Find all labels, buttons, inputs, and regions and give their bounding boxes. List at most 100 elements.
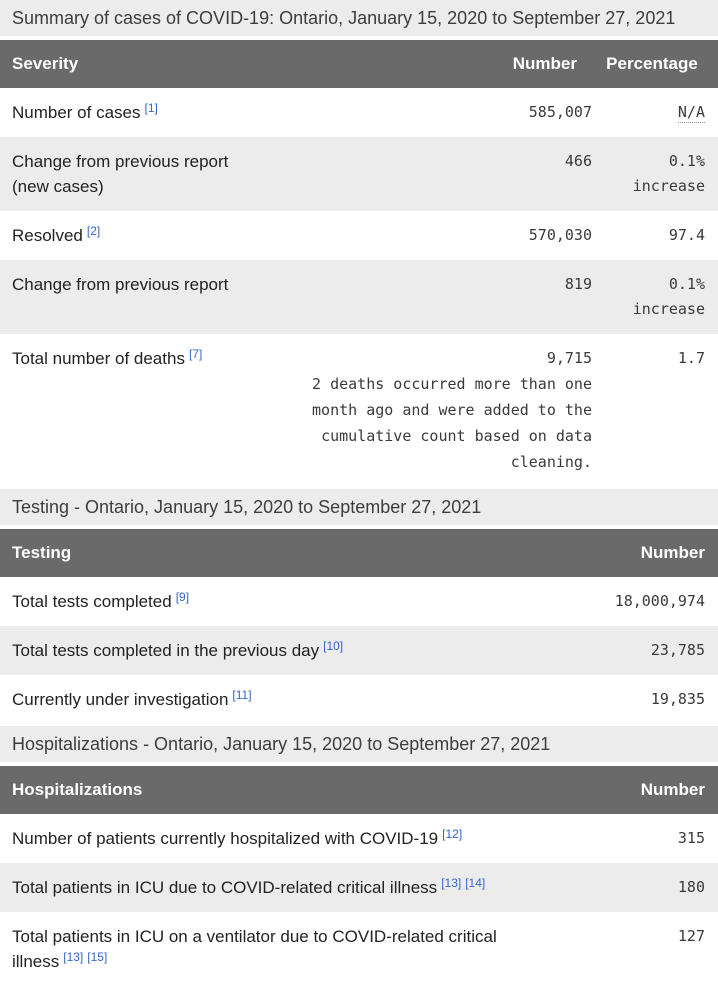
number-value: 180 bbox=[677, 878, 705, 896]
number-cell: 19,835 bbox=[548, 675, 718, 724]
header-row: Hospitalizations Number bbox=[0, 766, 718, 814]
table-row: Change from previous report (new cases) 46… bbox=[0, 137, 718, 211]
label-cell: Total tests completed [9] bbox=[0, 577, 548, 626]
section-title-summary: Summary of cases of COVID-19: Ontario, J… bbox=[0, 0, 718, 36]
percentage-cell: 0.1% increase bbox=[592, 137, 718, 211]
row-label-line: Resolved [2] bbox=[12, 223, 424, 248]
label-cell: Total patients in ICU on a ventilator du… bbox=[0, 912, 548, 986]
percentage-value: increase bbox=[632, 177, 705, 195]
ref-link[interactable]: [10] bbox=[323, 639, 344, 653]
table-row: Total number of deaths [7] 9,715 2 deaths o… bbox=[0, 334, 718, 487]
label-cell: Resolved [2] bbox=[0, 211, 432, 260]
table-row: Total tests completed in the previous da… bbox=[0, 626, 718, 675]
ref-link[interactable]: [12] bbox=[442, 827, 463, 841]
number-value: 18,000,974 bbox=[614, 592, 705, 610]
hospitalizations-table: Hospitalizations Number Number of patients… bbox=[0, 766, 718, 986]
table-row: Total tests completed [9] 18,000,974 bbox=[0, 577, 718, 626]
number-cell: 9,715 2 deaths occurred more than one mont… bbox=[312, 334, 592, 487]
section-testing: Testing - Ontario, January 15, 2020 to S… bbox=[0, 489, 718, 724]
label-cell: Total tests completed in the previous da… bbox=[0, 626, 548, 675]
row-label-line: Total patients in ICU on a ventilator du… bbox=[12, 924, 540, 949]
number-value: 19,835 bbox=[650, 690, 705, 708]
percentage-value: 1.7 bbox=[677, 349, 705, 367]
number-cell: 570,030 bbox=[432, 211, 592, 260]
section-hospitalizations: Hospitalizations - Ontario, January 15, … bbox=[0, 726, 718, 986]
ref-link[interactable]: [13] bbox=[441, 876, 462, 890]
header-row: Testing Number bbox=[0, 529, 718, 577]
number-value: 819 bbox=[564, 275, 592, 293]
number-value: 466 bbox=[564, 152, 592, 170]
number-value: 9,715 bbox=[546, 349, 592, 367]
row-label: Total tests completed bbox=[12, 592, 172, 611]
header-row: Severity Number Percentage bbox=[0, 40, 718, 88]
column-header-number: Number bbox=[640, 543, 705, 562]
percentage-cell: 0.1% increase bbox=[592, 260, 718, 334]
row-label-line: Total number of deaths [7] bbox=[12, 346, 424, 371]
row-label: Number of patients currently hospitalize… bbox=[12, 829, 439, 848]
column-header-number: Number bbox=[640, 780, 705, 799]
label-cell: Change from previous report (new cases) bbox=[0, 137, 432, 211]
ref-link[interactable]: [1] bbox=[144, 101, 158, 115]
table-row: Number of cases [1] 585,007 N/A bbox=[0, 88, 718, 137]
number-cell: 23,785 bbox=[548, 626, 718, 675]
label-cell: Number of cases [1] bbox=[0, 88, 432, 137]
percentage-value: N/A bbox=[592, 100, 705, 125]
number-cell: 585,007 bbox=[432, 88, 592, 137]
note-line: cumulative count based on data bbox=[321, 427, 592, 445]
percentage-cell: N/A bbox=[592, 88, 718, 137]
row-label: Currently under investigation bbox=[12, 690, 229, 709]
row-label-line: Number of cases [1] bbox=[12, 100, 424, 125]
percentage-cell: 97.4 bbox=[592, 211, 718, 260]
section-summary: Summary of cases of COVID-19: Ontario, J… bbox=[0, 0, 718, 487]
table-row: Number of patients currently hospitalize… bbox=[0, 814, 718, 863]
ref-link[interactable]: [15] bbox=[87, 950, 108, 964]
label-cell: Currently under investigation [11] bbox=[0, 675, 548, 724]
data-cleaning-note: 2 deaths occurred more than one month ago… bbox=[300, 371, 592, 475]
number-cell: 819 bbox=[432, 260, 592, 334]
not-applicable-abbr: N/A bbox=[677, 103, 705, 123]
ref-link[interactable]: [9] bbox=[175, 590, 190, 604]
percentage-value: 97.4 bbox=[668, 226, 705, 244]
summary-table: Severity Number Percentage Number of cases[… bbox=[0, 40, 718, 487]
row-label: Change from previous report bbox=[12, 275, 229, 294]
row-label: Number of cases bbox=[12, 103, 141, 122]
table-row: Change from previous report 819 0.1% increa… bbox=[0, 260, 718, 334]
label-cell: Number of patients currently hospitalize… bbox=[0, 814, 548, 863]
testing-table: Testing Number Total tests completed [9] 18,… bbox=[0, 529, 718, 724]
table-row: Total patients in ICU on a ventilator du… bbox=[0, 912, 718, 986]
ref-link[interactable]: [14] bbox=[465, 876, 486, 890]
section-title-hospitalizations: Hospitalizations - Ontario, January 15, … bbox=[0, 726, 718, 762]
ref-link[interactable]: [7] bbox=[188, 347, 203, 361]
percentage-value: 0.1% bbox=[668, 152, 705, 170]
column-header-number: Number bbox=[512, 54, 577, 73]
number-value: 127 bbox=[677, 927, 705, 945]
ref-link[interactable]: [2] bbox=[86, 224, 101, 238]
note-line: 2 deaths occurred more than one bbox=[312, 375, 592, 393]
section-title-testing: Testing - Ontario, January 15, 2020 to S… bbox=[0, 489, 718, 525]
row-label-line: Number of patients currently hospitalize… bbox=[12, 826, 540, 851]
row-label-line: Change from previous report bbox=[12, 149, 424, 174]
label-cell: Total patients in ICU due to COVID-relat… bbox=[0, 863, 548, 912]
table-row: Total patients in ICU due to COVID-relat… bbox=[0, 863, 718, 912]
row-label: Total patients in ICU on a ventilator du… bbox=[12, 927, 497, 946]
ref-link[interactable]: [13] bbox=[63, 950, 84, 964]
row-label-line: Total tests completed in the previous da… bbox=[12, 638, 540, 663]
row-label: illness bbox=[12, 952, 60, 971]
column-header-testing: Testing bbox=[12, 543, 72, 562]
number-cell: 127 bbox=[548, 912, 718, 986]
number-cell: 18,000,974 bbox=[548, 577, 718, 626]
row-label-line: illness [13] [15] bbox=[12, 949, 540, 974]
number-cell: 180 bbox=[548, 863, 718, 912]
note-line: cleaning. bbox=[510, 453, 592, 471]
row-label-line: Currently under investigation [11] bbox=[12, 687, 540, 712]
column-header-severity: Severity bbox=[12, 54, 79, 73]
number-value: 315 bbox=[677, 829, 705, 847]
ref-link[interactable]: [11] bbox=[232, 688, 252, 702]
table-row: Currently under investigation [11] 19,835 bbox=[0, 675, 718, 724]
row-label-line: (new cases) bbox=[12, 174, 424, 199]
percentage-value: 0.1% bbox=[668, 275, 705, 293]
note-line: month ago and were added to the bbox=[312, 401, 592, 419]
row-label-line: Total patients in ICU due to COVID-relat… bbox=[12, 875, 540, 900]
row-label: Total tests completed in the previous da… bbox=[12, 641, 320, 660]
